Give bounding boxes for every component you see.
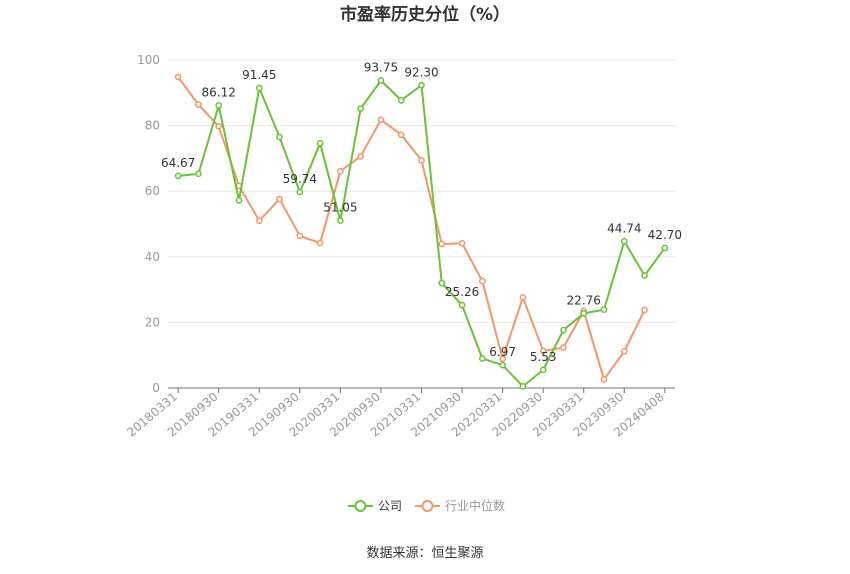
legend-marker-icon [421, 500, 434, 512]
data-point[interactable] [235, 197, 243, 204]
data-point[interactable] [438, 279, 446, 287]
data-point[interactable] [478, 355, 486, 362]
data-point[interactable] [377, 116, 385, 124]
chart-title: 市盈率历史分位（%） [340, 4, 510, 25]
data-point[interactable] [276, 133, 283, 141]
data-label: 44.74 [607, 221, 641, 235]
data-label: 93.75 [364, 61, 398, 75]
data-label: 42.70 [648, 228, 682, 242]
data-point[interactable] [255, 84, 263, 92]
data-point[interactable] [337, 217, 344, 224]
data-point[interactable] [438, 240, 446, 248]
data-label: 51.05 [323, 201, 357, 215]
y-axis-ticks: 0 20 40 60 80 100 [137, 53, 160, 395]
data-point[interactable] [397, 131, 405, 139]
data-point[interactable] [174, 172, 182, 180]
data-point[interactable] [458, 301, 466, 309]
legend-label: 行业中位数 [445, 498, 505, 513]
data-point[interactable] [337, 167, 344, 175]
data-point[interactable] [661, 244, 669, 252]
data-point[interactable] [600, 376, 608, 383]
data-point[interactable] [620, 237, 628, 245]
legend-marker-icon [354, 500, 367, 512]
data-point[interactable] [478, 277, 486, 285]
data-point[interactable] [560, 326, 567, 334]
data-point[interactable] [458, 240, 466, 247]
data-point[interactable] [499, 361, 506, 369]
data-point[interactable] [215, 102, 223, 109]
y-tick-label: 80 [145, 119, 160, 133]
data-point[interactable] [357, 153, 365, 160]
y-tick-label: 0 [152, 381, 160, 395]
data-point[interactable] [519, 294, 527, 301]
data-label: 25.26 [445, 285, 479, 299]
data-point[interactable] [296, 232, 304, 240]
data-point[interactable] [377, 77, 385, 84]
data-point[interactable] [539, 347, 547, 355]
y-tick-label: 20 [145, 315, 160, 329]
data-point[interactable] [580, 309, 588, 317]
legend-item-company[interactable]: 公司 [348, 499, 402, 513]
series-line [177, 76, 646, 381]
legend-item-industry-median[interactable]: 行业中位数 [415, 498, 505, 513]
legend[interactable]: 公司 行业中位数 [348, 498, 505, 513]
data-point[interactable] [397, 96, 405, 104]
data-label: 59.74 [283, 172, 317, 186]
series-industry-median [174, 73, 648, 383]
data-point[interactable] [519, 383, 527, 390]
data-point[interactable] [641, 272, 648, 279]
data-point[interactable] [296, 188, 304, 196]
data-point[interactable] [499, 355, 506, 363]
data-source-note: 数据来源：恒生聚源 [366, 546, 483, 561]
data-point[interactable] [174, 73, 182, 81]
data-point[interactable] [276, 195, 283, 203]
grid-lines [168, 59, 675, 323]
data-point[interactable] [418, 81, 425, 89]
data-label: 86.12 [202, 86, 236, 100]
data-point[interactable] [357, 105, 365, 112]
legend-label: 公司 [378, 499, 402, 513]
x-axis: 2018033120180930201903312019093020200331… [124, 387, 675, 440]
series-company: 64.67 86.12 91.45 59.74 51.05 93.75 92.30 25.26… [161, 61, 682, 390]
series-layer: 64.67 86.12 91.45 59.74 51.05 93.75 92.30 25.26… [161, 61, 682, 390]
data-point[interactable] [316, 239, 324, 247]
data-point[interactable] [641, 306, 648, 314]
data-point[interactable] [255, 217, 263, 225]
data-point[interactable] [316, 139, 324, 147]
data-point[interactable] [195, 101, 202, 108]
data-label: 92.30 [404, 65, 438, 79]
data-label: 22.76 [567, 293, 601, 307]
y-tick-label: 60 [145, 184, 160, 198]
data-label: 64.67 [161, 156, 195, 170]
y-tick-label: 100 [137, 53, 160, 67]
y-tick-label: 40 [145, 250, 160, 264]
data-label: 6.97 [489, 345, 516, 359]
data-point[interactable] [215, 122, 223, 130]
data-point[interactable] [418, 157, 425, 164]
data-point[interactable] [195, 170, 202, 178]
data-point[interactable] [539, 366, 547, 374]
data-point[interactable] [600, 306, 608, 313]
data-label: 91.45 [242, 68, 276, 82]
data-point[interactable] [620, 347, 628, 355]
data-label: 5.53 [530, 350, 557, 364]
data-point[interactable] [560, 344, 567, 352]
